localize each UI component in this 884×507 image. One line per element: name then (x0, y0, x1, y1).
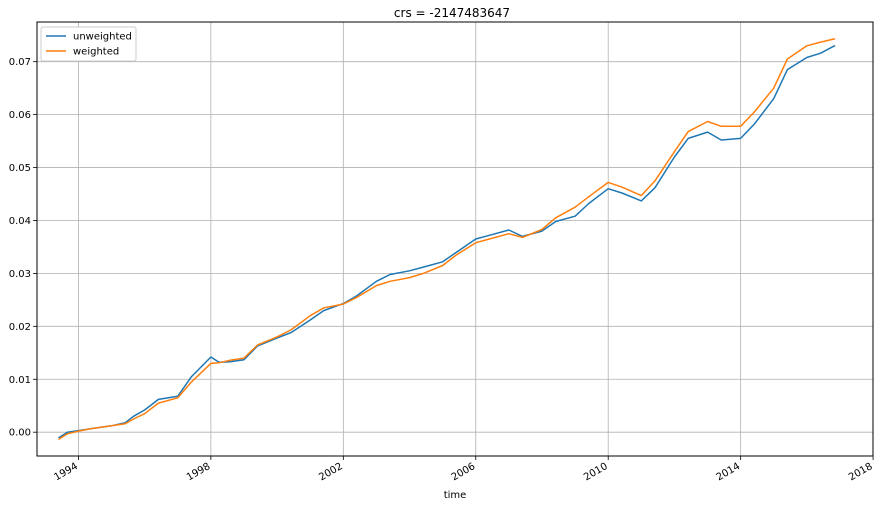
y-tick-label: 0.06 (9, 110, 31, 121)
legend-label: weighted (73, 47, 119, 58)
x-axis-label: time (444, 490, 467, 501)
y-tick-label: 0.00 (9, 428, 31, 439)
series-line-weighted (58, 38, 836, 440)
legend-label: unweighted (73, 32, 132, 43)
y-tick-label: 0.01 (9, 375, 31, 386)
legend: unweighted weighted (40, 26, 137, 62)
plot-frame (36, 21, 874, 457)
series-line-unweighted (58, 45, 836, 439)
chart-title: crs = -2147483647 (394, 6, 510, 20)
y-tick-label: 0.03 (9, 269, 31, 280)
series-group (58, 38, 836, 440)
y-tick-label: 0.04 (9, 216, 31, 227)
y-tick-label: 0.02 (9, 322, 31, 333)
grid (37, 22, 874, 456)
y-tick-label: 0.07 (9, 57, 31, 68)
y-tick-label: 0.05 (9, 163, 31, 174)
